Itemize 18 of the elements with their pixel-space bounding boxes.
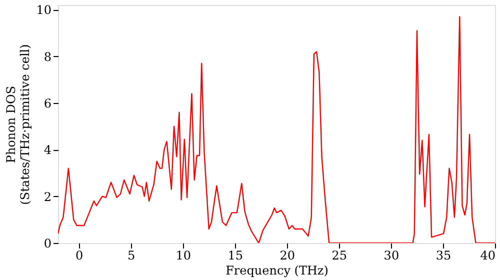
x-axis-title: Frequency (THz) [226, 264, 328, 278]
y-tick-label: 6 [44, 96, 52, 110]
x-tick-label: 10 [176, 248, 191, 262]
x-tick-label: 0 [75, 248, 84, 262]
y-axis-title: Phonon DOS (States/THz·primitive cell) [4, 44, 32, 205]
x-tick-label: 30 [384, 248, 400, 262]
x-tick-label: 40 [480, 248, 496, 262]
x-tick-label: 25 [332, 248, 348, 262]
x-tick-label: 5 [128, 248, 136, 262]
y-tick-label: 0 [44, 236, 52, 250]
y-tick-label: 10 [36, 3, 52, 18]
x-tick-label: 15 [228, 248, 244, 262]
line-series [58, 16, 495, 243]
x-tick-label: 20 [280, 248, 296, 262]
x-tick-label: 35 [436, 248, 452, 262]
y-tick-label: 2 [44, 190, 52, 204]
y-tick-label: 4 [44, 143, 52, 158]
y-tick-label: 8 [44, 50, 52, 64]
